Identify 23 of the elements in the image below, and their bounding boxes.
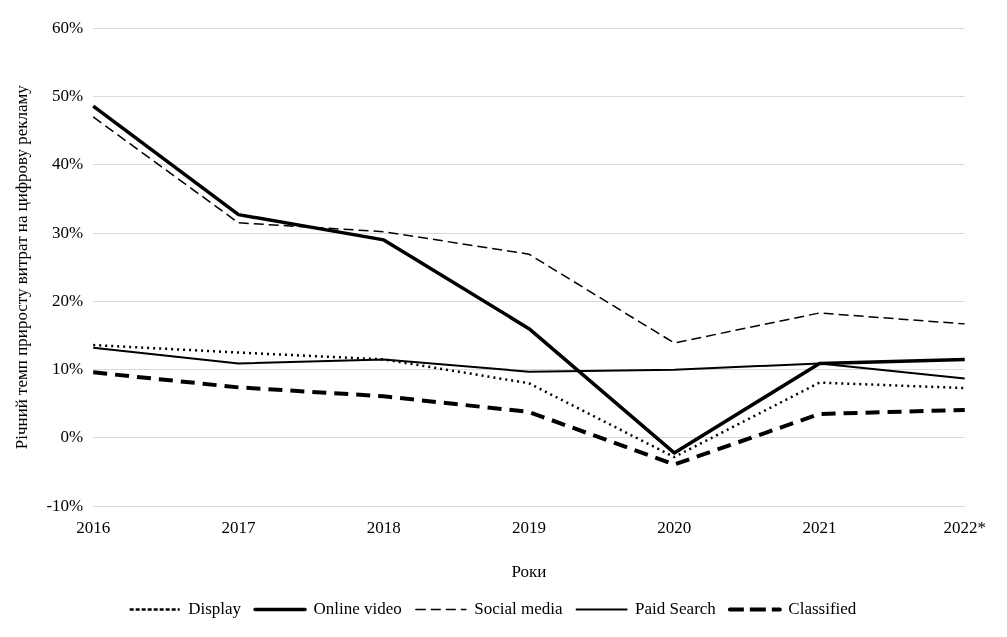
y-tick-label: 10% bbox=[52, 359, 84, 379]
x-axis-title: Роки bbox=[511, 562, 547, 582]
x-tick-label: 2018 bbox=[366, 517, 401, 537]
y-tick-label: 0% bbox=[60, 427, 84, 447]
y-tick-label: 50% bbox=[52, 85, 84, 105]
y-tick-label: 60% bbox=[52, 17, 84, 37]
legend-label: Online video bbox=[313, 598, 402, 618]
y-tick-label: -10% bbox=[46, 495, 84, 515]
legend-label: Social media bbox=[474, 598, 564, 618]
legend-label: Classified bbox=[788, 598, 857, 618]
y-tick-label: 30% bbox=[52, 222, 84, 242]
x-tick-label: 2021 bbox=[802, 517, 837, 537]
legend-label: Paid Search bbox=[635, 598, 717, 618]
y-axis-title: Річний темп приросту витрат на цифрову рекламу bbox=[11, 84, 31, 450]
x-tick-label: 2020 bbox=[657, 517, 692, 537]
x-tick-label: 2017 bbox=[221, 517, 256, 537]
x-tick-label: 2022* bbox=[943, 517, 986, 537]
legend-label: Display bbox=[188, 598, 242, 618]
y-tick-label: 40% bbox=[52, 154, 84, 174]
line-series bbox=[91, 370, 967, 467]
x-tick-label: 2019 bbox=[511, 517, 546, 537]
x-tick-label: 2016 bbox=[76, 517, 111, 537]
y-tick-label: 20% bbox=[52, 290, 84, 310]
